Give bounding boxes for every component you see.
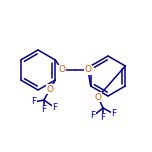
Text: O: O xyxy=(47,85,54,93)
Text: O: O xyxy=(95,93,102,102)
Text: F: F xyxy=(52,104,58,112)
Text: O: O xyxy=(59,66,66,74)
Text: F: F xyxy=(31,97,37,107)
Text: F: F xyxy=(90,112,96,121)
Text: F: F xyxy=(100,114,105,123)
Text: O: O xyxy=(85,66,92,74)
Text: F: F xyxy=(111,109,117,119)
Text: F: F xyxy=(41,105,47,114)
